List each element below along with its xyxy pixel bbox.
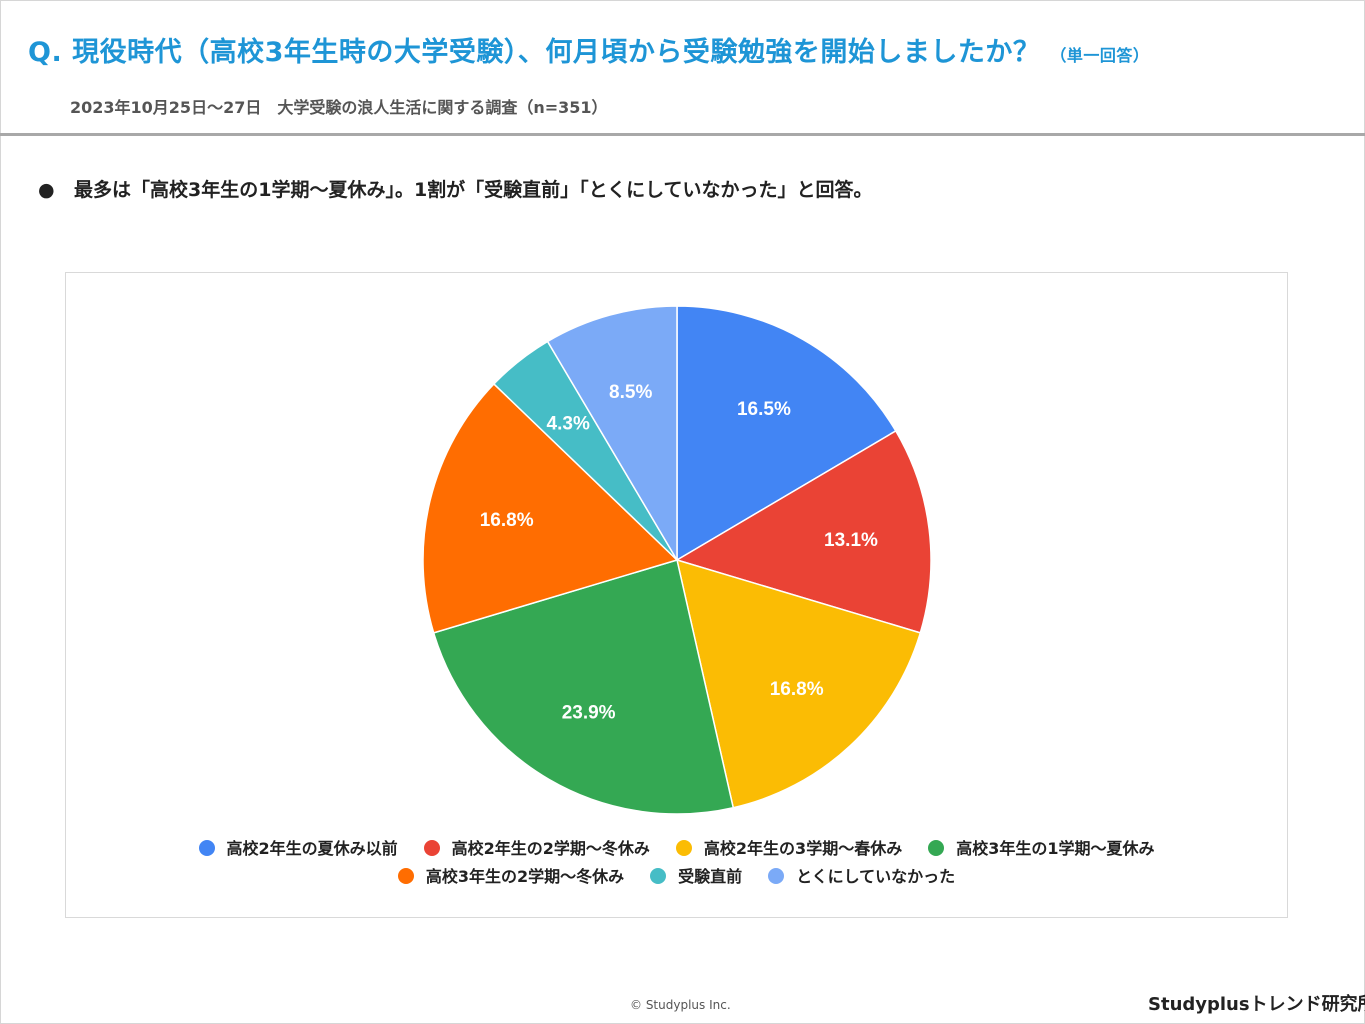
brand-logo-text: Studyplusトレンド研究所: [1148, 994, 1365, 1015]
legend-item: 高校3年生の1学期〜夏休み: [928, 835, 1154, 859]
legend-label: 高校2年生の3学期〜春休み: [703, 839, 903, 858]
legend-swatch-icon: [650, 868, 667, 884]
pie-slice: [546, 305, 678, 563]
summary-line: ● 最多は「高校3年生の1学期〜夏休み」。1割が「受験直前」「とくにしていなかった…: [38, 175, 873, 202]
slice-data-label: 23.9%: [562, 702, 616, 723]
legend-item: 高校3年生の2学期〜冬休み: [397, 863, 625, 887]
legend-item: 受験直前: [650, 863, 742, 887]
slice-data-label: 13.1%: [824, 530, 878, 551]
pie-slice: [675, 429, 932, 634]
header-divider: [0, 133, 1365, 136]
slice-data-label: 16.5%: [737, 399, 791, 420]
bullet-icon: ●: [38, 179, 55, 201]
slice-data-label: 8.5%: [609, 382, 652, 403]
answer-type-note: （単一回答）: [1050, 46, 1150, 65]
pie-chart: 16.5% 13.1% 16.8% 23.9% 16.8% 4.3% 8.5%: [422, 305, 932, 815]
legend-row-1: 高校2年生の夏休み以前 高校2年生の2学期〜冬休み 高校2年生の3学期〜春休み 高校3…: [66, 835, 1287, 859]
legend-swatch-icon: [675, 840, 692, 856]
pie-slice: [432, 559, 735, 815]
legend-label: 受験直前: [678, 867, 743, 886]
legend-label: とくにしていなかった: [796, 867, 956, 886]
pie-slice: [675, 558, 922, 809]
slice-data-label: 16.8%: [480, 510, 534, 531]
survey-info: 2023年10月25日〜27日 大学受験の浪人生活に関する調査（n=351）: [70, 98, 608, 117]
chart-container: 16.5% 13.1% 16.8% 23.9% 16.8% 4.3% 8.5% 高校2年生の…: [65, 272, 1288, 918]
legend-row-2: 高校3年生の2学期〜冬休み 受験直前 とくにしていなかった: [66, 863, 1287, 887]
legend-label: 高校3年生の1学期〜夏休み: [956, 839, 1155, 858]
question-title: Q. 現役時代（高校3年生時の大学受験）、何月頃から受験勉強を開始しましたか？ （…: [28, 30, 1149, 69]
pie-slice: [422, 382, 679, 634]
legend-item: 高校2年生の2学期〜冬休み: [423, 835, 650, 859]
legend-swatch-icon: [397, 868, 414, 884]
legend-swatch-icon: [198, 840, 215, 856]
question-text: Q. 現役時代（高校3年生時の大学受験）、何月頃から受験勉強を開始しましたか？: [28, 37, 1041, 68]
pie-slice: [676, 305, 897, 562]
legend-label: 高校2年生の2学期〜冬休み: [451, 839, 650, 858]
legend-swatch-icon: [768, 868, 785, 884]
legend-item: 高校2年生の3学期〜春休み: [675, 835, 903, 859]
slice-data-label: 4.3%: [547, 414, 590, 435]
legend-item: とくにしていなかった: [768, 863, 955, 887]
copyright: © Studyplus Inc.: [630, 998, 731, 1012]
summary-text: 最多は「高校3年生の1学期〜夏休み」。1割が「受験直前」「とくにしていなかった」…: [74, 179, 873, 201]
legend-label: 高校2年生の夏休み以前: [226, 839, 398, 858]
legend-label: 高校3年生の2学期〜冬休み: [425, 867, 625, 886]
slice-data-label: 16.8%: [770, 679, 824, 700]
legend-swatch-icon: [423, 840, 440, 856]
legend-item: 高校2年生の夏休み以前: [198, 835, 398, 859]
legend-swatch-icon: [928, 840, 945, 856]
